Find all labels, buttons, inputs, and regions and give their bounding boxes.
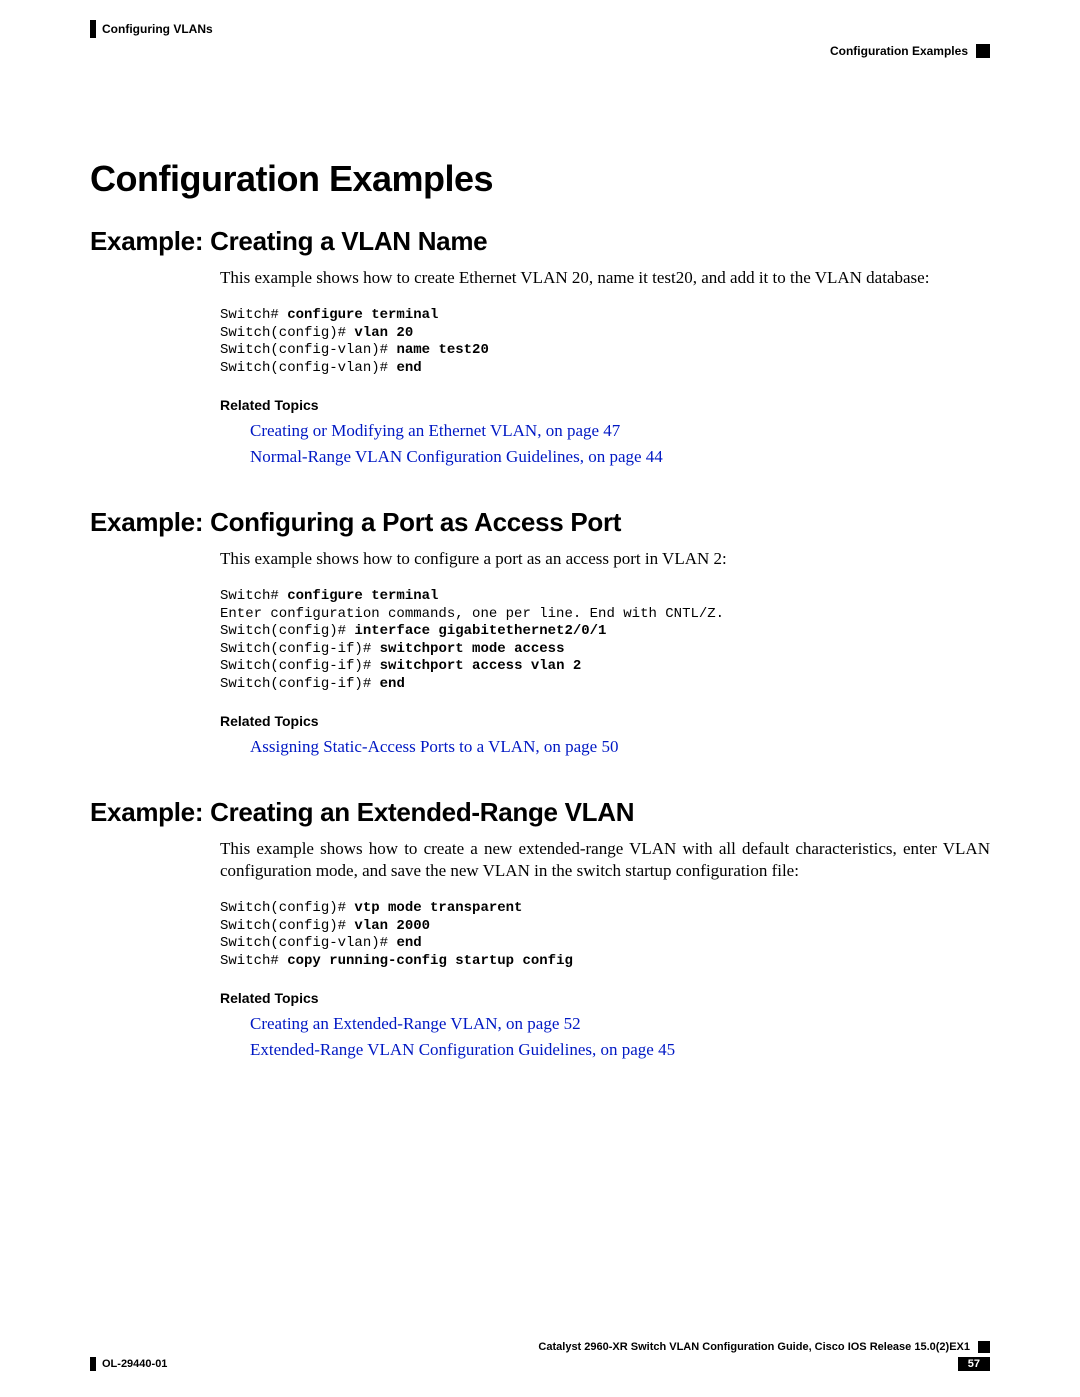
header-square-icon: [976, 44, 990, 58]
related-topics-heading: Related Topics: [220, 397, 990, 413]
page-footer: Catalyst 2960-XR Switch VLAN Configurati…: [90, 1341, 990, 1371]
document-page: Configuring VLANs Configuration Examples…: [0, 0, 1080, 1086]
code-block: Switch(config)# vtp mode transparent Swi…: [220, 900, 990, 970]
code-block: Switch# configure terminal Switch(config…: [220, 307, 990, 377]
footer-bottom: OL-29440-01 57: [90, 1357, 990, 1371]
footer-guide-line: Catalyst 2960-XR Switch VLAN Configurati…: [90, 1341, 990, 1353]
section-body: This example shows how to configure a po…: [220, 548, 990, 570]
related-topics-heading: Related Topics: [220, 713, 990, 729]
page-number-box: 57: [958, 1357, 990, 1371]
header-right: Configuration Examples: [90, 44, 990, 58]
header-left-text: Configuring VLANs: [102, 22, 213, 36]
section-title: Example: Configuring a Port as Access Po…: [90, 507, 990, 538]
header-mark-icon: [90, 20, 96, 38]
section-body: This example shows how to create Etherne…: [220, 267, 990, 289]
footer-mark-icon: [90, 1357, 96, 1371]
main-title: Configuration Examples: [90, 158, 990, 200]
header-left: Configuring VLANs: [90, 20, 213, 38]
header-right-text: Configuration Examples: [830, 44, 968, 58]
related-link[interactable]: Assigning Static-Access Ports to a VLAN,…: [250, 737, 990, 757]
footer-left: OL-29440-01: [90, 1357, 167, 1371]
footer-guide-text: Catalyst 2960-XR Switch VLAN Configurati…: [538, 1341, 970, 1353]
related-topics-heading: Related Topics: [220, 990, 990, 1006]
related-link[interactable]: Creating an Extended-Range VLAN, on page…: [250, 1014, 990, 1034]
related-link[interactable]: Creating or Modifying an Ethernet VLAN, …: [250, 421, 990, 441]
footer-doc-id: OL-29440-01: [102, 1358, 167, 1370]
page-header: Configuring VLANs: [90, 20, 990, 38]
section-title: Example: Creating an Extended-Range VLAN: [90, 797, 990, 828]
related-link[interactable]: Extended-Range VLAN Configuration Guidel…: [250, 1040, 990, 1060]
footer-square-icon: [978, 1341, 990, 1353]
section-body: This example shows how to create a new e…: [220, 838, 990, 882]
section-title: Example: Creating a VLAN Name: [90, 226, 990, 257]
code-block: Switch# configure terminal Enter configu…: [220, 588, 990, 693]
related-link[interactable]: Normal-Range VLAN Configuration Guidelin…: [250, 447, 990, 467]
